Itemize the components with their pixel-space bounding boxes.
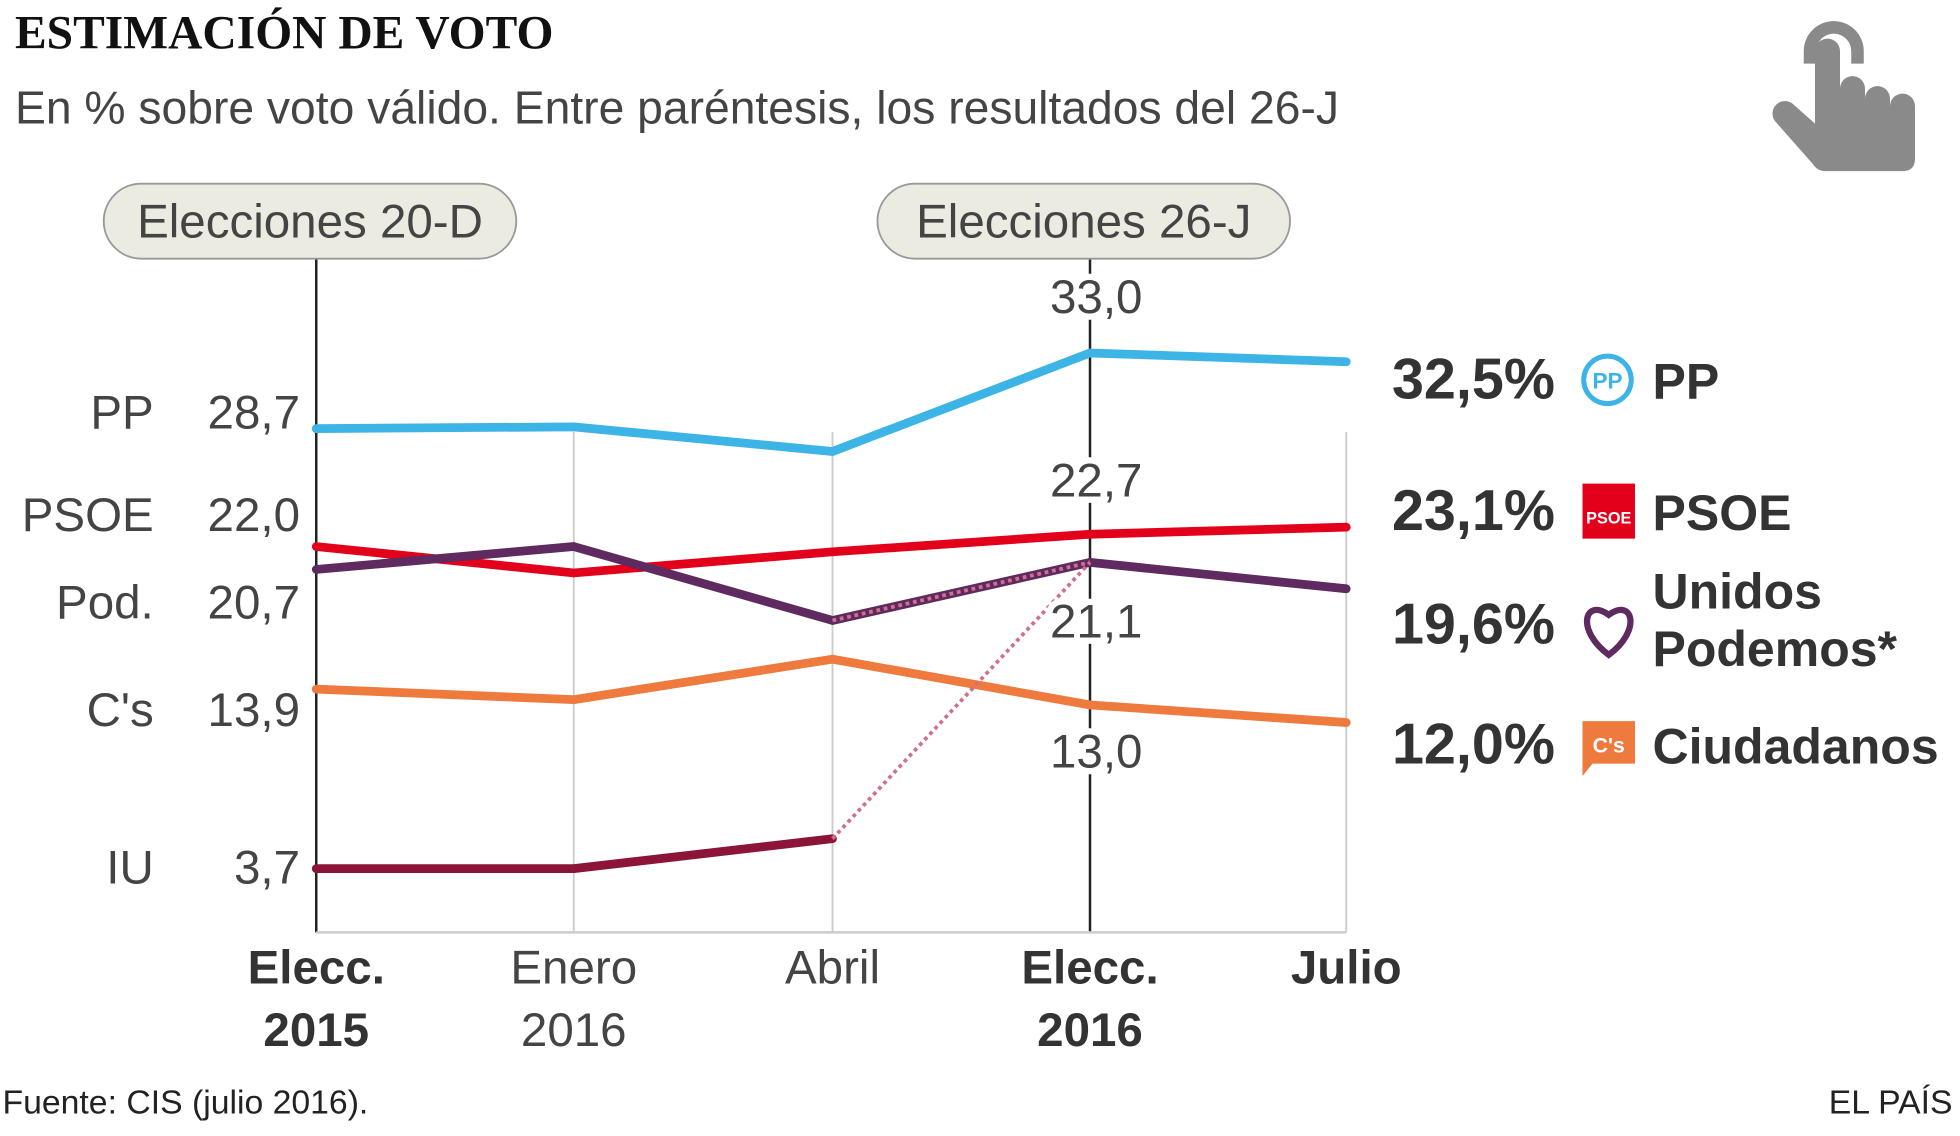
- series-start-value: 20,7: [208, 577, 300, 630]
- annotation-pill: [876, 182, 1291, 260]
- legend-label: Unidos: [1653, 564, 1822, 620]
- data-point: [569, 695, 579, 705]
- data-point: [311, 424, 321, 433]
- data-point: [1341, 357, 1351, 367]
- psoe-logo-icon: [1582, 483, 1635, 539]
- data-point: [1085, 700, 1095, 710]
- end-value-label: 12,0%: [1392, 713, 1555, 777]
- series-start-value: 28,7: [208, 387, 300, 440]
- data-point: [828, 447, 837, 456]
- cs-logo-icon: [1582, 721, 1635, 777]
- annotation-pill: [102, 182, 518, 260]
- cs-logo-icon: C's: [1593, 733, 1625, 757]
- data-point: [311, 542, 321, 551]
- data-point: [828, 547, 837, 557]
- data-point: [1341, 522, 1351, 532]
- legend-label: PSOE: [1653, 485, 1792, 541]
- chart-title: ESTIMACIÓN DE VOTO: [15, 6, 553, 60]
- heart-logo-icon: [1583, 606, 1634, 659]
- series-line: [316, 654, 1347, 727]
- series-line: [315, 542, 1347, 625]
- x-tick-label: Elecc.: [248, 942, 385, 995]
- end-value-label: 23,1%: [1392, 479, 1555, 543]
- legend-label: Podemos*: [1653, 621, 1898, 677]
- x-tick-label: Enero: [510, 942, 637, 995]
- annotation-label: Elecciones 20-D: [137, 195, 483, 248]
- dotted-connector: [831, 561, 1092, 840]
- series-start-value: 13,9: [208, 684, 300, 737]
- x-tick-label: 2016: [521, 1004, 627, 1057]
- legend-label: Ciudadanos: [1653, 719, 1939, 775]
- legend-label: PP: [1653, 354, 1720, 410]
- point-value-label: 13,0: [1050, 725, 1142, 778]
- chart-subtitle: En % sobre voto válido. Entre paréntesis…: [15, 82, 1339, 134]
- point-value-label: 22,7: [1050, 455, 1142, 508]
- data-point: [569, 542, 579, 551]
- pp-logo-icon: [1581, 353, 1634, 407]
- data-point: [569, 568, 579, 578]
- series-start-label: C's: [87, 684, 154, 737]
- end-value-label: 19,6%: [1392, 593, 1555, 657]
- x-tick-label: Julio: [1291, 942, 1402, 995]
- data-point: [1341, 718, 1351, 727]
- data-point: [311, 684, 321, 694]
- data-point: [1085, 348, 1095, 358]
- x-tick-label: 2016: [1037, 1004, 1143, 1057]
- x-tick-label: Abril: [785, 942, 880, 995]
- data-point: [1341, 584, 1351, 594]
- series-start-value: 3,7: [234, 842, 300, 895]
- x-tick-label: 2015: [263, 1004, 369, 1057]
- point-value-label: 21,1: [1050, 595, 1142, 648]
- data-point: [311, 864, 321, 873]
- data-point: [1085, 529, 1095, 539]
- data-point: [311, 565, 321, 574]
- data-point: [828, 654, 837, 664]
- dotted-connector: [832, 560, 1091, 623]
- point-value-label: 33,0: [1050, 271, 1142, 324]
- psoe-logo-icon: PSOE: [1586, 510, 1631, 528]
- end-value-label: 32,5%: [1392, 348, 1555, 412]
- series-start-value: 22,0: [208, 489, 300, 542]
- series-start-label: Pod.: [56, 577, 154, 630]
- pp-logo-icon: PP: [1592, 369, 1622, 394]
- x-tick-label: Elecc.: [1021, 942, 1158, 995]
- hand-pointer-icon: [1772, 21, 1915, 172]
- series-line: [316, 348, 1347, 456]
- source-note: Fuente: CIS (julio 2016).: [3, 1084, 369, 1122]
- series-start-label: PP: [90, 387, 153, 440]
- data-point: [569, 864, 579, 873]
- data-point: [569, 422, 579, 432]
- series-start-label: PSOE: [22, 489, 154, 542]
- annotation-label: Elecciones 26-J: [916, 195, 1251, 248]
- series-start-label: IU: [106, 842, 154, 895]
- brand-label: EL PAÍS: [1829, 1084, 1953, 1122]
